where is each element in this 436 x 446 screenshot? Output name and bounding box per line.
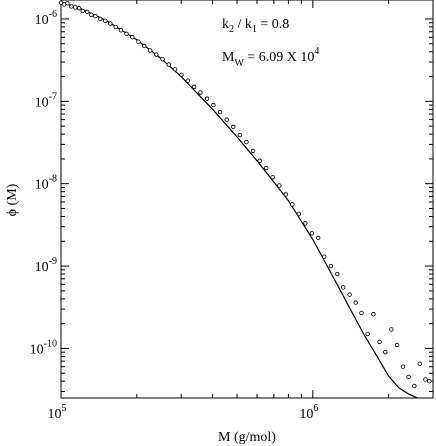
data-point: [97, 16, 103, 22]
fit-curve: [60, 1, 418, 399]
data-point: [160, 56, 165, 62]
data-point: [130, 35, 135, 40]
data-point: [231, 124, 236, 130]
data-point: [198, 90, 203, 95]
data-point: [309, 231, 315, 236]
data-point: [172, 67, 178, 72]
data-point: [113, 24, 118, 30]
data-point: [211, 102, 216, 108]
data-point: [283, 192, 289, 197]
plot-area-frame: [60, 0, 434, 399]
chart-marks: [58, 0, 432, 399]
data-point: [417, 361, 423, 367]
data-point: [58, 0, 64, 5]
data-point: [353, 300, 358, 305]
y-tick-label: 10-7: [35, 91, 57, 110]
data-point: [244, 139, 249, 145]
data-point: [328, 263, 334, 269]
x-tick-label: 105: [48, 403, 67, 422]
data-point: [322, 254, 327, 259]
data-point: [93, 14, 98, 19]
annotation-rate-ratio: k2 / k1 = 0.8: [222, 17, 289, 35]
data-point: [270, 174, 275, 180]
data-point: [315, 235, 321, 241]
data-point: [277, 183, 282, 188]
data-point: [347, 292, 352, 297]
data-point: [394, 342, 400, 348]
data-point: [335, 271, 340, 277]
data-point: [224, 117, 229, 122]
data-point: [147, 48, 153, 53]
data-point: [89, 12, 94, 18]
data-point: [166, 62, 172, 67]
data-point: [108, 21, 113, 26]
data-point: [142, 43, 147, 49]
data-point: [303, 221, 308, 226]
data-point: [103, 18, 108, 24]
y-axis-label: ϕ (M): [5, 183, 20, 216]
data-point: [179, 72, 184, 77]
y-tick-label: 10-8: [35, 174, 57, 193]
data-point: [69, 4, 74, 9]
data-point: [296, 211, 302, 217]
data-point: [136, 39, 141, 44]
data-point: [423, 377, 428, 382]
data-point: [84, 9, 90, 15]
data-point: [65, 1, 70, 6]
data-point: [377, 339, 382, 345]
data-point: [290, 202, 295, 207]
data-point: [250, 148, 256, 154]
data-point: [412, 383, 417, 389]
data-point: [76, 6, 82, 11]
axis-ticks: [60, 0, 434, 398]
y-tick-label: 10-6: [35, 9, 57, 28]
data-point: [80, 8, 85, 14]
data-point: [365, 331, 370, 337]
data-point: [217, 109, 223, 115]
tick-labels: 105 106 10-6 10-7 10-8 10-9 10-10: [30, 9, 319, 422]
x-axis-label: M (g/mol): [218, 430, 276, 445]
data-point: [406, 374, 411, 380]
data-point: [237, 132, 243, 138]
data-point: [154, 52, 159, 57]
y-tick-label: 10-10: [30, 338, 57, 357]
data-point: [73, 5, 78, 10]
data-point: [264, 165, 269, 171]
data-point: [191, 84, 197, 90]
data-point: [427, 378, 432, 384]
data-point: [389, 327, 394, 332]
y-tick-label: 10-9: [35, 256, 57, 275]
data-point: [257, 158, 262, 163]
data-point: [341, 285, 346, 290]
data-point: [359, 310, 364, 316]
data-point: [124, 31, 129, 37]
data-point: [371, 312, 376, 317]
data-point: [383, 349, 388, 355]
data-point: [185, 78, 191, 83]
data-point: [204, 96, 210, 101]
x-tick-label: 106: [299, 403, 318, 422]
data-point: [118, 28, 124, 33]
data-point: [400, 364, 406, 369]
annotation-mw: MW = 6.09 X 104: [222, 46, 319, 69]
